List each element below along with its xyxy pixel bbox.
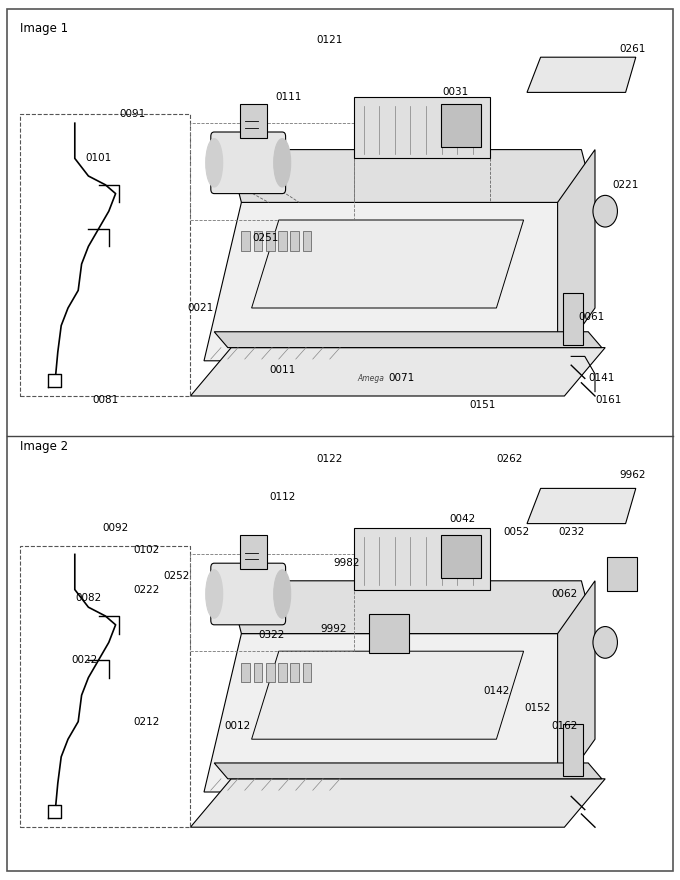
FancyBboxPatch shape (354, 97, 490, 158)
Bar (278, 663, 287, 682)
Text: Image 2: Image 2 (20, 440, 69, 453)
Polygon shape (527, 488, 636, 524)
Text: 0212: 0212 (133, 716, 159, 727)
FancyBboxPatch shape (607, 557, 637, 591)
Text: 0141: 0141 (589, 373, 615, 384)
Text: 0261: 0261 (619, 44, 645, 55)
Text: 9992: 9992 (320, 624, 346, 634)
Bar (266, 231, 275, 251)
Bar (266, 663, 275, 682)
Text: 0071: 0071 (388, 373, 414, 384)
Text: 0151: 0151 (470, 400, 496, 410)
Text: 0031: 0031 (443, 87, 469, 98)
Polygon shape (204, 202, 595, 361)
Polygon shape (228, 150, 595, 202)
Polygon shape (214, 332, 602, 348)
Text: 9962: 9962 (619, 470, 645, 480)
Text: 0251: 0251 (252, 232, 278, 243)
Circle shape (593, 627, 617, 658)
Text: 0052: 0052 (504, 527, 530, 538)
Text: 0112: 0112 (269, 492, 295, 502)
Text: 0082: 0082 (75, 593, 101, 604)
Ellipse shape (205, 570, 223, 619)
FancyBboxPatch shape (354, 528, 490, 590)
Text: 9982: 9982 (334, 558, 360, 568)
FancyBboxPatch shape (563, 724, 583, 776)
Text: 0121: 0121 (317, 35, 343, 46)
Text: 0262: 0262 (497, 454, 523, 465)
Bar (278, 231, 287, 251)
Ellipse shape (273, 570, 291, 619)
Bar (241, 663, 250, 682)
FancyBboxPatch shape (441, 104, 481, 147)
Polygon shape (558, 150, 595, 361)
Text: Amega: Amega (357, 374, 384, 383)
Text: 0161: 0161 (596, 395, 622, 406)
Text: 0062: 0062 (551, 589, 577, 599)
Text: 0232: 0232 (558, 527, 584, 538)
Polygon shape (527, 57, 636, 92)
Bar (254, 231, 262, 251)
Text: 0162: 0162 (551, 721, 577, 731)
FancyBboxPatch shape (441, 535, 481, 578)
Text: 0101: 0101 (86, 153, 112, 164)
Bar (290, 663, 299, 682)
Polygon shape (558, 581, 595, 792)
Text: 0021: 0021 (188, 303, 214, 313)
Circle shape (593, 195, 617, 227)
Polygon shape (190, 779, 605, 827)
Ellipse shape (273, 139, 291, 187)
Text: 0322: 0322 (259, 630, 285, 641)
Text: 0042: 0042 (449, 514, 475, 524)
Text: 0221: 0221 (613, 180, 639, 190)
Bar (303, 231, 311, 251)
Bar (303, 663, 311, 682)
FancyBboxPatch shape (369, 614, 409, 653)
Ellipse shape (205, 139, 223, 187)
Text: 0092: 0092 (103, 523, 129, 533)
FancyBboxPatch shape (211, 563, 286, 625)
Text: 0022: 0022 (72, 655, 98, 665)
Text: 0111: 0111 (276, 92, 302, 102)
Text: 0081: 0081 (92, 395, 118, 406)
FancyBboxPatch shape (211, 132, 286, 194)
Polygon shape (252, 220, 524, 308)
FancyBboxPatch shape (563, 293, 583, 345)
Text: 0222: 0222 (133, 584, 159, 595)
Text: 0102: 0102 (133, 545, 159, 555)
Text: 0122: 0122 (317, 454, 343, 465)
Polygon shape (252, 651, 524, 739)
Text: Image 1: Image 1 (20, 22, 69, 35)
Text: 0091: 0091 (120, 109, 146, 120)
Polygon shape (214, 763, 602, 779)
Text: 0152: 0152 (524, 703, 550, 714)
Text: 0012: 0012 (225, 721, 251, 731)
FancyBboxPatch shape (240, 104, 267, 138)
Text: 0011: 0011 (269, 364, 295, 375)
Bar (254, 663, 262, 682)
Bar (290, 231, 299, 251)
Bar (241, 231, 250, 251)
Polygon shape (190, 348, 605, 396)
Text: 0142: 0142 (483, 686, 509, 696)
Text: 0252: 0252 (164, 571, 190, 582)
Polygon shape (204, 634, 595, 792)
FancyBboxPatch shape (240, 535, 267, 569)
Polygon shape (228, 581, 595, 634)
Text: 0061: 0061 (579, 312, 605, 322)
